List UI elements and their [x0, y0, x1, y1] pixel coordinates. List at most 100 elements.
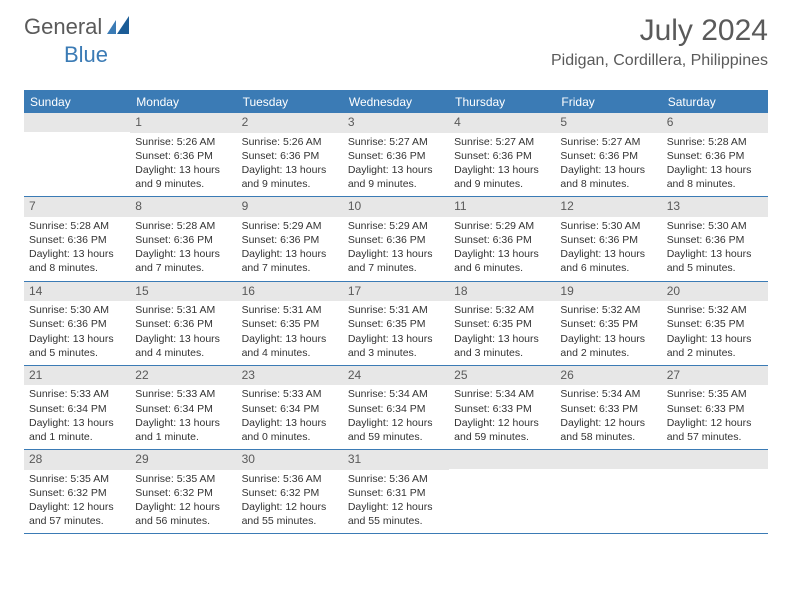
month-title: July 2024	[551, 14, 768, 48]
calendar-cell: 6Sunrise: 5:28 AMSunset: 6:36 PMDaylight…	[662, 113, 768, 196]
day-number: 29	[130, 450, 236, 470]
day-line: Daylight: 13 hours	[560, 163, 656, 177]
day-number: 12	[555, 197, 661, 217]
day-line: Sunrise: 5:27 AM	[560, 135, 656, 149]
day-line: and 0 minutes.	[242, 430, 338, 444]
day-line: Daylight: 12 hours	[135, 500, 231, 514]
day-line: Sunrise: 5:35 AM	[135, 472, 231, 486]
day-number: 11	[449, 197, 555, 217]
day-line: Sunrise: 5:26 AM	[135, 135, 231, 149]
day-line: Daylight: 13 hours	[454, 163, 550, 177]
day-header-row: SundayMondayTuesdayWednesdayThursdayFrid…	[24, 91, 768, 113]
calendar-cell	[555, 450, 661, 533]
day-line: Sunrise: 5:32 AM	[667, 303, 763, 317]
day-line: Sunset: 6:34 PM	[242, 402, 338, 416]
day-number: 2	[237, 113, 343, 133]
day-body: Sunrise: 5:36 AMSunset: 6:32 PMDaylight:…	[237, 470, 343, 534]
calendar-cell: 3Sunrise: 5:27 AMSunset: 6:36 PMDaylight…	[343, 113, 449, 196]
day-line: Sunrise: 5:32 AM	[454, 303, 550, 317]
day-line: Daylight: 13 hours	[242, 332, 338, 346]
calendar-cell: 30Sunrise: 5:36 AMSunset: 6:32 PMDayligh…	[237, 450, 343, 533]
day-number: 24	[343, 366, 449, 386]
day-header-cell: Friday	[555, 91, 661, 113]
day-line: and 2 minutes.	[667, 346, 763, 360]
day-line: and 9 minutes.	[242, 177, 338, 191]
day-line: Sunset: 6:35 PM	[560, 317, 656, 331]
day-line: Sunset: 6:33 PM	[560, 402, 656, 416]
day-body: Sunrise: 5:34 AMSunset: 6:33 PMDaylight:…	[555, 385, 661, 449]
day-line: Sunset: 6:36 PM	[135, 317, 231, 331]
day-line: and 7 minutes.	[135, 261, 231, 275]
day-line: Sunrise: 5:28 AM	[29, 219, 125, 233]
day-body: Sunrise: 5:31 AMSunset: 6:35 PMDaylight:…	[237, 301, 343, 365]
day-line: Daylight: 13 hours	[667, 332, 763, 346]
calendar-cell: 7Sunrise: 5:28 AMSunset: 6:36 PMDaylight…	[24, 197, 130, 280]
day-body: Sunrise: 5:34 AMSunset: 6:33 PMDaylight:…	[449, 385, 555, 449]
day-number: 1	[130, 113, 236, 133]
day-number	[662, 450, 768, 469]
day-line: Daylight: 13 hours	[348, 247, 444, 261]
day-number: 27	[662, 366, 768, 386]
day-line: and 4 minutes.	[135, 346, 231, 360]
day-body: Sunrise: 5:26 AMSunset: 6:36 PMDaylight:…	[237, 133, 343, 197]
day-line: Sunset: 6:36 PM	[242, 233, 338, 247]
day-line: and 3 minutes.	[348, 346, 444, 360]
day-header-cell: Thursday	[449, 91, 555, 113]
day-line: Sunrise: 5:29 AM	[348, 219, 444, 233]
day-line: Sunset: 6:36 PM	[560, 233, 656, 247]
header-right: July 2024 Pidigan, Cordillera, Philippin…	[551, 14, 768, 70]
day-body: Sunrise: 5:35 AMSunset: 6:32 PMDaylight:…	[24, 470, 130, 534]
day-line: Daylight: 12 hours	[348, 416, 444, 430]
day-line: Daylight: 12 hours	[454, 416, 550, 430]
day-body: Sunrise: 5:31 AMSunset: 6:36 PMDaylight:…	[130, 301, 236, 365]
day-line: Sunrise: 5:26 AM	[242, 135, 338, 149]
calendar-cell: 23Sunrise: 5:33 AMSunset: 6:34 PMDayligh…	[237, 366, 343, 449]
calendar-cell: 9Sunrise: 5:29 AMSunset: 6:36 PMDaylight…	[237, 197, 343, 280]
calendar-cell: 2Sunrise: 5:26 AMSunset: 6:36 PMDaylight…	[237, 113, 343, 196]
calendar-week: 21 Sunrise: 5:33 AMSunset: 6:34 PMDayligh…	[24, 366, 768, 450]
day-number: 17	[343, 282, 449, 302]
calendar-cell: 17Sunrise: 5:31 AMSunset: 6:35 PMDayligh…	[343, 282, 449, 365]
day-line: and 6 minutes.	[560, 261, 656, 275]
day-line: Daylight: 13 hours	[29, 247, 125, 261]
day-line: Sunset: 6:34 PM	[135, 402, 231, 416]
day-line: Sunrise: 5:27 AM	[454, 135, 550, 149]
day-line: Sunrise: 5:36 AM	[242, 472, 338, 486]
calendar-week: 7Sunrise: 5:28 AMSunset: 6:36 PMDaylight…	[24, 197, 768, 281]
day-line: Sunrise: 5:29 AM	[454, 219, 550, 233]
day-line: Sunset: 6:36 PM	[560, 149, 656, 163]
day-number: 21	[24, 366, 130, 386]
day-body: Sunrise: 5:35 AMSunset: 6:32 PMDaylight:…	[130, 470, 236, 534]
day-number: 23	[237, 366, 343, 386]
calendar-cell: 11Sunrise: 5:29 AMSunset: 6:36 PMDayligh…	[449, 197, 555, 280]
day-line: Sunrise: 5:34 AM	[348, 387, 444, 401]
calendar-cell: 19Sunrise: 5:32 AMSunset: 6:35 PMDayligh…	[555, 282, 661, 365]
day-line: Daylight: 12 hours	[348, 500, 444, 514]
day-body: Sunrise: 5:27 AMSunset: 6:36 PMDaylight:…	[343, 133, 449, 197]
day-body: Sunrise: 5:36 AMSunset: 6:31 PMDaylight:…	[343, 470, 449, 534]
day-body: Sunrise: 5:27 AMSunset: 6:36 PMDaylight:…	[555, 133, 661, 197]
calendar-cell: 22Sunrise: 5:33 AMSunset: 6:34 PMDayligh…	[130, 366, 236, 449]
day-line: Sunset: 6:36 PM	[667, 233, 763, 247]
day-line: Sunset: 6:36 PM	[135, 149, 231, 163]
day-number: 20	[662, 282, 768, 302]
day-header-cell: Monday	[130, 91, 236, 113]
calendar-cell: 20Sunrise: 5:32 AMSunset: 6:35 PMDayligh…	[662, 282, 768, 365]
logo-text-blue: Blue	[64, 42, 108, 67]
day-line: Sunset: 6:34 PM	[29, 402, 125, 416]
day-body: Sunrise: 5:26 AMSunset: 6:36 PMDaylight:…	[130, 133, 236, 197]
day-line: Sunset: 6:36 PM	[242, 149, 338, 163]
day-line: and 9 minutes.	[454, 177, 550, 191]
day-line: Daylight: 12 hours	[560, 416, 656, 430]
day-line: and 2 minutes.	[560, 346, 656, 360]
day-body: Sunrise: 5:33 AMSunset: 6:34 PMDaylight:…	[237, 385, 343, 449]
day-line: Sunrise: 5:36 AM	[348, 472, 444, 486]
calendar-cell	[662, 450, 768, 533]
calendar-cell: 31Sunrise: 5:36 AMSunset: 6:31 PMDayligh…	[343, 450, 449, 533]
day-line: and 4 minutes.	[242, 346, 338, 360]
calendar: SundayMondayTuesdayWednesdayThursdayFrid…	[24, 90, 768, 534]
day-line: and 5 minutes.	[667, 261, 763, 275]
logo-sub: Blue	[24, 42, 108, 68]
day-line: Daylight: 13 hours	[560, 332, 656, 346]
calendar-week: 14Sunrise: 5:30 AMSunset: 6:36 PMDayligh…	[24, 282, 768, 366]
